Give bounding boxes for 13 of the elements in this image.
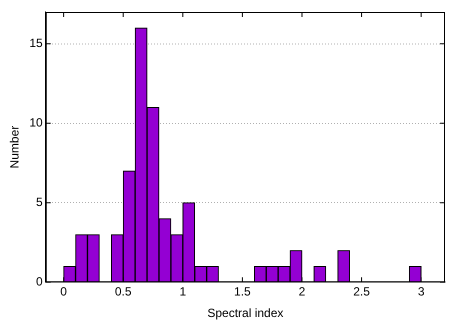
x-tick-label: 2.5: [353, 284, 370, 299]
x-tick-label: 0.5: [114, 284, 132, 299]
y-tick-label: 5: [36, 195, 44, 210]
x-tick-label: 3: [418, 284, 425, 299]
x-tick-label: 1: [179, 284, 186, 299]
y-tick-label: 10: [29, 116, 44, 130]
x-tick-label: 1.5: [234, 284, 252, 299]
y-tick-label: 15: [29, 36, 44, 50]
x-tick-label: 0: [60, 284, 68, 299]
x-tick-label: 2: [298, 284, 306, 299]
y-axis-title: Number: [8, 126, 22, 168]
x-axis-title: Spectral index: [207, 306, 284, 320]
y-tick-label: 0: [36, 274, 44, 289]
